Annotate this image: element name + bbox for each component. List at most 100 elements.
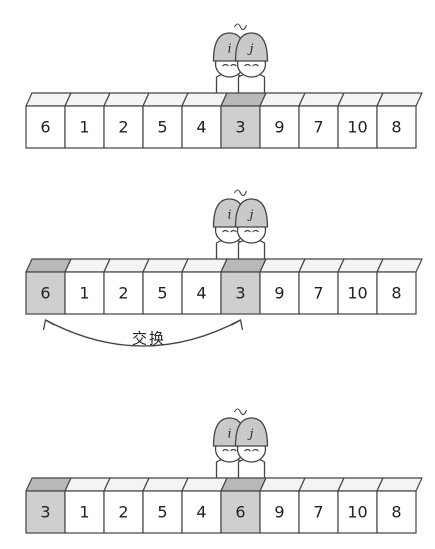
cell-value: 8 bbox=[391, 284, 401, 303]
cell-top-face bbox=[142, 92, 189, 107]
array-cell: 1 bbox=[64, 92, 111, 149]
cell-front-face bbox=[298, 105, 339, 149]
cell-front-face bbox=[259, 105, 300, 149]
cell-front-face bbox=[103, 490, 144, 534]
cell-top-face bbox=[220, 92, 267, 107]
cell-value: 3 bbox=[40, 503, 50, 522]
cell-top-face bbox=[25, 477, 72, 492]
cell-front-face bbox=[220, 271, 261, 315]
cell-front-face bbox=[337, 271, 378, 315]
cell-value: 8 bbox=[391, 503, 401, 522]
cell-top-face bbox=[25, 258, 72, 273]
cell-value: 3 bbox=[235, 284, 245, 303]
cell-front-face bbox=[298, 271, 339, 315]
character-eyes bbox=[222, 448, 237, 452]
array-row-1: i j 6 1 2 5 4 3 9 7 10 8 bbox=[25, 23, 423, 149]
cell-top-face bbox=[376, 258, 423, 273]
cell-value: 2 bbox=[118, 118, 128, 137]
cell-top-face bbox=[259, 258, 306, 273]
cell-value: 1 bbox=[79, 284, 89, 303]
cell-top-face bbox=[298, 92, 345, 107]
character-eyes bbox=[244, 229, 259, 233]
cell-value: 9 bbox=[274, 284, 284, 303]
cell-front-face bbox=[64, 105, 105, 149]
cell-value: 7 bbox=[313, 284, 323, 303]
cell-value: 5 bbox=[157, 118, 167, 137]
helmet-icon bbox=[234, 198, 269, 228]
swap-label: 交换 bbox=[132, 330, 166, 348]
hair-curl-icon bbox=[234, 23, 248, 31]
arrowhead-right-icon bbox=[231, 318, 244, 331]
pointer-character-j: j bbox=[234, 32, 269, 98]
array-cell: 8 bbox=[376, 477, 423, 534]
cell-front-face bbox=[25, 490, 66, 534]
cell-front-face bbox=[142, 271, 183, 315]
cell-value: 2 bbox=[118, 503, 128, 522]
cell-top-face bbox=[64, 477, 111, 492]
array-cell: 10 bbox=[337, 477, 384, 534]
cell-front-face bbox=[181, 271, 222, 315]
cell-front-face bbox=[337, 105, 378, 149]
cell-top-face bbox=[181, 258, 228, 273]
array-cell: 1 bbox=[64, 477, 111, 534]
array-cell: 3 bbox=[25, 477, 72, 534]
cell-value: 10 bbox=[347, 118, 367, 137]
array-cell: 5 bbox=[142, 92, 189, 149]
cell-front-face bbox=[220, 490, 261, 534]
cell-front-face bbox=[25, 271, 66, 315]
cell-value: 2 bbox=[118, 284, 128, 303]
character-eyes bbox=[222, 229, 237, 233]
cell-top-face bbox=[259, 92, 306, 107]
array-row-3: i j 3 1 2 5 4 6 9 7 10 8 bbox=[25, 408, 423, 534]
array-cell: 7 bbox=[298, 258, 345, 315]
pointer-label-j: j bbox=[247, 42, 254, 56]
cell-value: 7 bbox=[313, 503, 323, 522]
cell-value: 6 bbox=[40, 118, 50, 137]
array-cell: 3 bbox=[220, 258, 267, 315]
array-cell: 10 bbox=[337, 92, 384, 149]
swap-arrow: 交换 bbox=[42, 318, 244, 348]
pointer-label-i: i bbox=[228, 42, 232, 56]
array-cell: 3 bbox=[220, 92, 267, 149]
cell-top-face bbox=[103, 477, 150, 492]
cell-value: 4 bbox=[196, 284, 206, 303]
cell-value: 10 bbox=[347, 503, 367, 522]
cell-value: 8 bbox=[391, 118, 401, 137]
cell-front-face bbox=[259, 271, 300, 315]
array-cell: 5 bbox=[142, 477, 189, 534]
cell-top-face bbox=[103, 92, 150, 107]
swap-arrow-curve bbox=[45, 319, 241, 347]
hair-curl-icon bbox=[234, 408, 248, 416]
cell-top-face bbox=[259, 477, 306, 492]
array-cell: 2 bbox=[103, 477, 150, 534]
cell-top-face bbox=[337, 92, 384, 107]
array-cell: 4 bbox=[181, 258, 228, 315]
cell-front-face bbox=[181, 490, 222, 534]
pointer-character-j: j bbox=[234, 417, 269, 483]
character-eyes bbox=[222, 63, 237, 67]
character-eyes bbox=[244, 63, 259, 67]
array-row-2: i j 6 1 2 5 4 3 9 7 10 8 交换 bbox=[25, 189, 423, 348]
cell-top-face bbox=[376, 477, 423, 492]
pointer-character-i: i bbox=[212, 32, 247, 98]
cell-value: 4 bbox=[196, 503, 206, 522]
cell-value: 5 bbox=[157, 284, 167, 303]
cell-value: 1 bbox=[79, 118, 89, 137]
cell-front-face bbox=[220, 105, 261, 149]
cell-front-face bbox=[376, 271, 417, 315]
cell-top-face bbox=[103, 258, 150, 273]
cell-top-face bbox=[220, 258, 267, 273]
array-cell: 10 bbox=[337, 258, 384, 315]
cell-top-face bbox=[298, 477, 345, 492]
pointer-label-i: i bbox=[228, 427, 232, 441]
arrowhead-left-icon bbox=[42, 318, 55, 331]
pointer-character-j: j bbox=[234, 198, 269, 264]
array-cell: 8 bbox=[376, 258, 423, 315]
array-cell: 6 bbox=[220, 477, 267, 534]
cell-top-face bbox=[220, 477, 267, 492]
cell-top-face bbox=[337, 477, 384, 492]
array-cell: 9 bbox=[259, 258, 306, 315]
cell-value: 1 bbox=[79, 503, 89, 522]
cell-top-face bbox=[337, 258, 384, 273]
